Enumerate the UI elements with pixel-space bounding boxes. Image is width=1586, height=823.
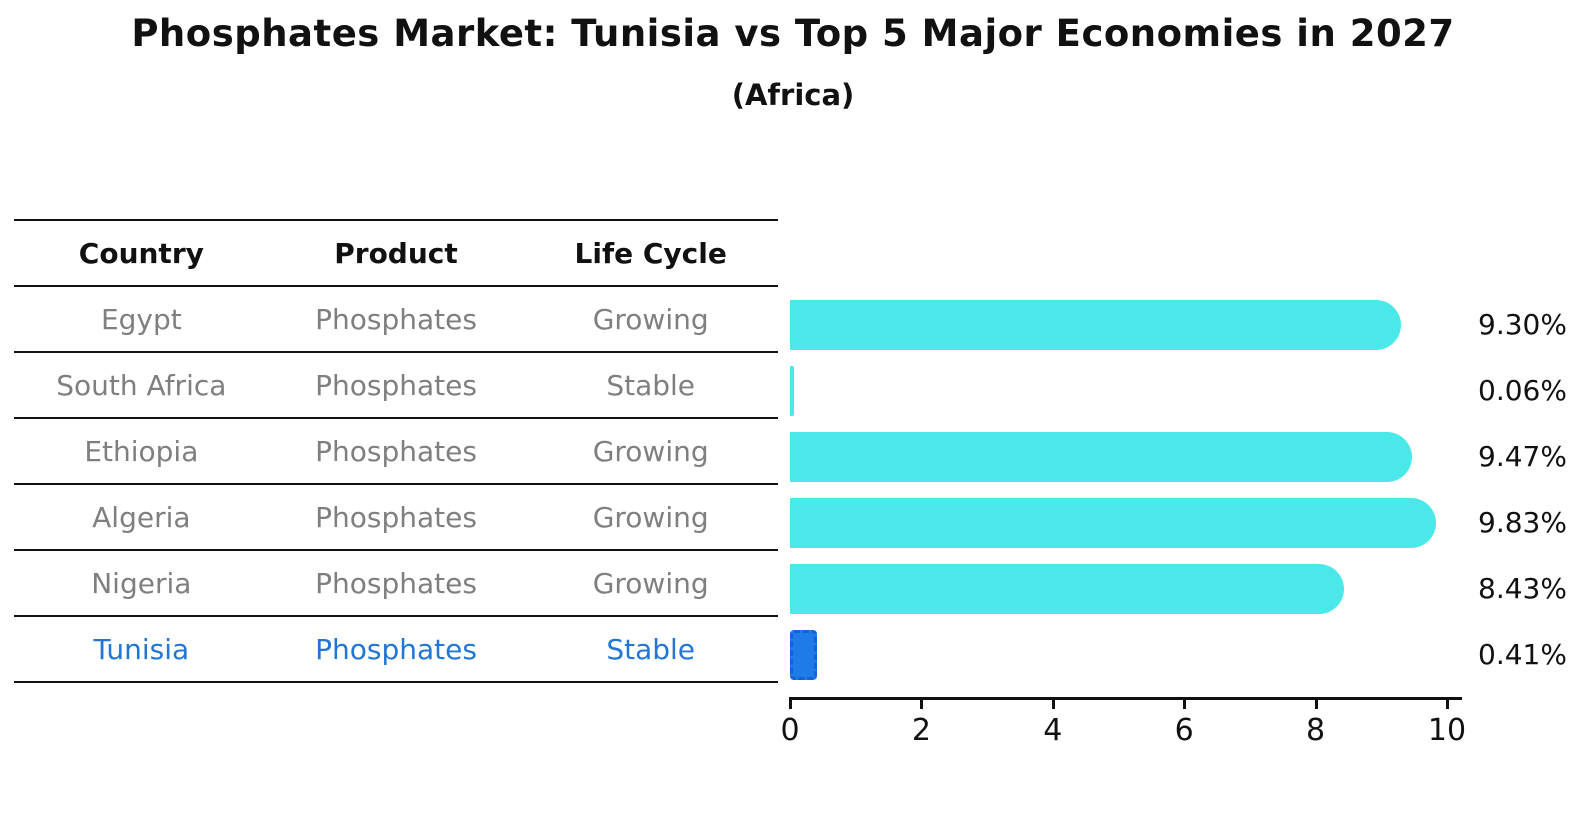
bar-value-label: 9.47% — [1478, 440, 1567, 473]
table-cell-country: Egypt — [100, 302, 182, 336]
bar-ethiopia — [790, 432, 1412, 482]
x-axis-tick-label: 10 — [1427, 713, 1467, 748]
bar-value-label: 0.41% — [1478, 638, 1567, 671]
table-body: Egypt Phosphates Growing South Africa Phosph… — [14, 287, 778, 683]
x-axis-tick-label: 6 — [1174, 713, 1194, 748]
x-axis-tick — [1446, 697, 1449, 709]
x-axis-tick-label: 0 — [780, 713, 800, 748]
x-axis-line — [790, 697, 1462, 700]
table-cell-country: Algeria — [92, 500, 191, 534]
table-cell-life-cycle: Growing — [592, 302, 709, 336]
table-cell-life-cycle: Growing — [592, 566, 709, 600]
bar-value-label: 8.43% — [1478, 572, 1567, 605]
table-cell-product: Phosphates — [315, 500, 477, 534]
table-cell-life-cycle: Growing — [592, 434, 709, 468]
bar-nigeria — [790, 564, 1344, 614]
table-header-country: Country — [78, 236, 204, 270]
table-row-tunisia: Tunisia Phosphates Stable — [14, 617, 778, 683]
table-cell-life-cycle: Growing — [592, 500, 709, 534]
table-cell-life-cycle: Stable — [606, 368, 696, 402]
table-cell-product: Phosphates — [315, 632, 477, 666]
table-cell-product: Phosphates — [315, 434, 477, 468]
table-cell-product: Phosphates — [315, 302, 477, 336]
table-row-egypt: Egypt Phosphates Growing — [14, 287, 778, 353]
table-header-life-cycle: Life Cycle — [574, 236, 727, 270]
x-axis-tick-label: 4 — [1043, 713, 1063, 748]
table-header-row: Country Product Life Cycle — [14, 221, 778, 287]
x-axis-tick — [789, 697, 792, 709]
x-axis-tick — [920, 697, 924, 709]
x-axis-tick-label: 8 — [1306, 713, 1326, 748]
x-axis-tick — [1183, 697, 1187, 709]
bar-tunisia — [790, 630, 817, 680]
bar-value-label: 9.83% — [1478, 506, 1567, 539]
table-cell-country: South Africa — [56, 368, 227, 402]
bar-south-africa — [790, 366, 794, 416]
country-table: Country Product Life Cycle Egypt Phosphat… — [14, 219, 778, 683]
x-axis-tick — [1051, 697, 1055, 709]
table-cell-country: Tunisia — [93, 632, 190, 666]
bar-egypt — [790, 300, 1401, 350]
table-header-product: Product — [334, 236, 458, 270]
chart-subtitle: (Africa) — [731, 78, 855, 112]
table-cell-country: Ethiopia — [84, 434, 199, 468]
bar-value-label: 9.30% — [1478, 308, 1567, 341]
table-cell-product: Phosphates — [315, 566, 477, 600]
table-row-nigeria: Nigeria Phosphates Growing — [14, 551, 778, 617]
table-row-algeria: Algeria Phosphates Growing — [14, 485, 778, 551]
bar-algeria — [790, 498, 1436, 548]
table-cell-product: Phosphates — [315, 368, 477, 402]
x-axis-tick — [1314, 697, 1318, 709]
bar-value-label: 0.06% — [1478, 374, 1567, 407]
table-row-ethiopia: Ethiopia Phosphates Growing — [14, 419, 778, 485]
table-cell-country: Nigeria — [91, 566, 192, 600]
chart-title: Phosphates Market: Tunisia vs Top 5 Majo… — [131, 12, 1455, 55]
table-cell-life-cycle: Stable — [606, 632, 696, 666]
x-axis-tick-label: 2 — [911, 713, 931, 748]
table-row-south-africa: South Africa Phosphates Stable — [14, 353, 778, 419]
